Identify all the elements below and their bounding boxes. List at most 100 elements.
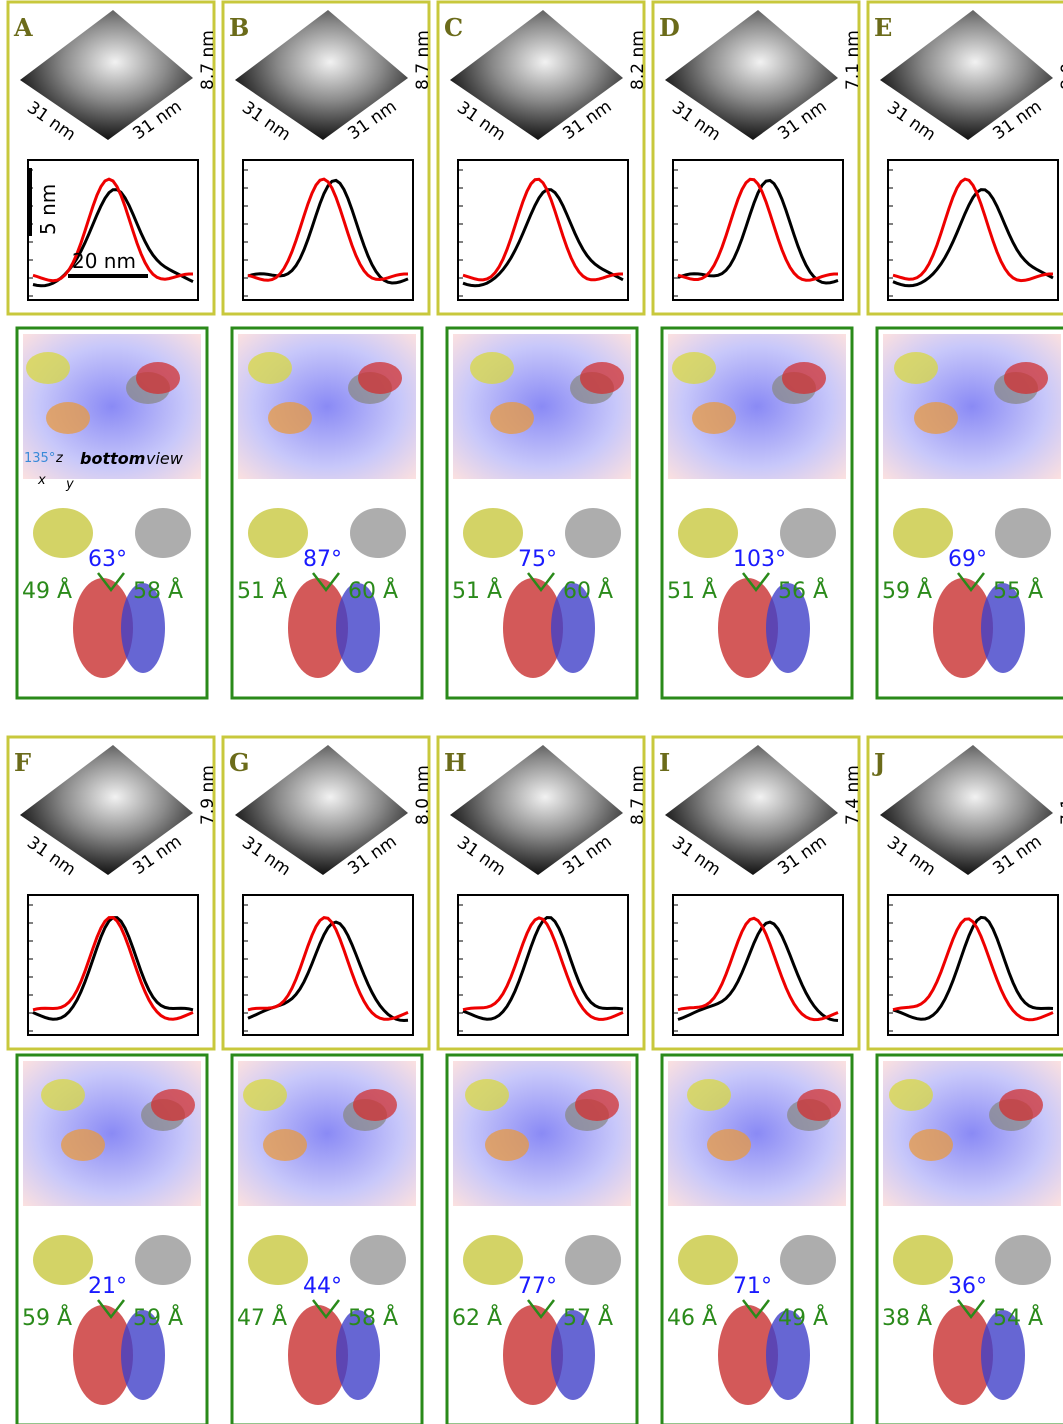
- protein: [707, 1129, 751, 1161]
- distance-label: 54 Å: [993, 1304, 1043, 1331]
- fab: [678, 1235, 738, 1285]
- profile-box: [672, 159, 844, 301]
- fc-red: [718, 1305, 778, 1405]
- angle-label: 103°: [733, 547, 786, 572]
- height-label: 7.9 nm: [198, 765, 218, 825]
- protein: [672, 352, 716, 384]
- distance-label: 58 Å: [133, 577, 183, 604]
- panel-letter: E: [874, 13, 892, 42]
- orientation-angle: 135°: [24, 451, 55, 466]
- protein: [687, 1079, 731, 1111]
- profile-curve: [247, 920, 409, 1023]
- profile-curve: [892, 188, 1054, 288]
- profile-box: [457, 894, 629, 1036]
- distance-label: 49 Å: [778, 1304, 828, 1331]
- height-label: 8.7 nm: [628, 765, 648, 825]
- angle-label: 87°: [303, 547, 342, 572]
- fab: [248, 1235, 308, 1285]
- fab: [350, 1235, 406, 1285]
- model-frame: [230, 326, 424, 700]
- model-frame: [445, 1053, 639, 1424]
- fab: [995, 1235, 1051, 1285]
- protein: [692, 402, 736, 434]
- distance-label: 57 Å: [563, 1304, 613, 1331]
- protein: [353, 1089, 397, 1121]
- axis-label: y: [65, 477, 74, 492]
- angle-label: 21°: [88, 1274, 127, 1299]
- model-frame: [445, 326, 639, 700]
- distance-label: 58 Å: [348, 1304, 398, 1331]
- protein: [41, 1079, 85, 1111]
- protein: [575, 1089, 619, 1121]
- height-label: 7.1 nm: [1058, 765, 1063, 825]
- protein: [248, 352, 292, 384]
- profile-curve: [462, 915, 624, 1021]
- fab: [248, 508, 308, 558]
- fab: [565, 508, 621, 558]
- afm-frame: [221, 735, 431, 1051]
- protein: [889, 1079, 933, 1111]
- height-label: 7.1 nm: [843, 30, 863, 90]
- height-label: 8.2 nm: [628, 30, 648, 90]
- angle-chevron: [312, 572, 340, 593]
- angle-label: 75°: [518, 547, 557, 572]
- model-frame: [15, 1053, 209, 1424]
- fc-blue: [551, 1310, 595, 1400]
- afm-frame: [6, 735, 216, 1051]
- profile-curve: [892, 917, 1054, 1022]
- fab: [893, 508, 953, 558]
- angle-label: 77°: [518, 1274, 557, 1299]
- height-label: 8.0 nm: [1058, 30, 1063, 90]
- fab: [780, 508, 836, 558]
- afm-surface: [880, 745, 1053, 875]
- panel-letter: G: [229, 748, 250, 777]
- model-frame: [230, 1053, 424, 1424]
- profile-box: [887, 894, 1059, 1036]
- profile-box: [27, 894, 199, 1036]
- fab: [135, 1235, 191, 1285]
- profile-curve: [892, 915, 1054, 1021]
- profile-curve: [462, 177, 623, 282]
- afm-frame: [436, 0, 646, 316]
- angle-chevron: [312, 1299, 340, 1320]
- profile-curve: [32, 177, 193, 283]
- angle-chevron: [957, 572, 985, 593]
- fab: [893, 1235, 953, 1285]
- fc-blue: [121, 583, 165, 673]
- fc-red: [933, 578, 993, 678]
- fab: [995, 508, 1051, 558]
- protein: [243, 1079, 287, 1111]
- protein: [465, 1079, 509, 1111]
- profile-box: [457, 159, 629, 301]
- angle-label: 69°: [948, 547, 987, 572]
- protein: [909, 1129, 953, 1161]
- fc-red: [73, 578, 133, 678]
- fc-blue: [981, 1310, 1025, 1400]
- panel-letter: D: [659, 13, 680, 42]
- panel-letter: H: [444, 748, 467, 777]
- distance-label: 51 Å: [452, 577, 502, 604]
- distance-label: 56 Å: [778, 577, 828, 604]
- distance-label: 60 Å: [563, 577, 613, 604]
- fab: [565, 1235, 621, 1285]
- profile-box: [672, 894, 844, 1036]
- protein: [782, 362, 826, 394]
- protein: [1004, 362, 1048, 394]
- model-frame: [660, 326, 854, 700]
- distance-label: 51 Å: [667, 577, 717, 604]
- afm-surface: [235, 10, 408, 140]
- distance-label: 59 Å: [133, 1304, 183, 1331]
- distance-label: 38 Å: [882, 1304, 932, 1331]
- afm-surface: [880, 10, 1053, 140]
- protein: [894, 352, 938, 384]
- distance-label: 51 Å: [237, 577, 287, 604]
- fab: [463, 1235, 523, 1285]
- distance-label: 60 Å: [348, 577, 398, 604]
- fc-blue: [121, 1310, 165, 1400]
- angle-chevron: [97, 1299, 125, 1320]
- profile-curve: [247, 178, 409, 285]
- profile-curve: [677, 177, 838, 282]
- fab: [350, 508, 406, 558]
- profile-curve: [247, 177, 408, 282]
- profile-curve: [677, 916, 839, 1022]
